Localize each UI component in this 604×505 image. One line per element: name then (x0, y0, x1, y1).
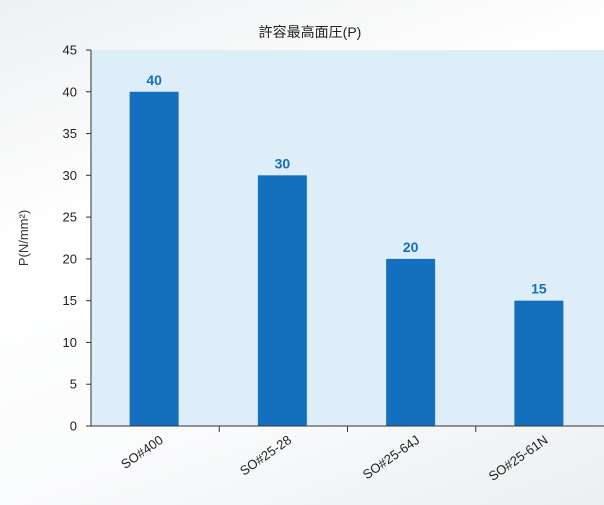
bar (386, 258, 436, 426)
y-tick-label: 20 (63, 251, 77, 266)
x-axis-ticks: SO#400 SO#25-28 SO#25-64J SO#25-61N (118, 426, 551, 484)
y-tick-label: 30 (63, 168, 77, 183)
bar-value-label: 30 (275, 155, 291, 171)
chart-title: 許容最高面圧(P) (259, 24, 362, 40)
y-tick-label: 10 (63, 335, 77, 350)
y-tick-label: 40 (63, 84, 77, 99)
bar (514, 300, 564, 426)
y-tick-label: 35 (63, 126, 77, 141)
y-tick-label: 5 (70, 377, 77, 392)
bar (129, 91, 179, 427)
x-tick-label: SO#25-61N (486, 432, 551, 484)
bars: 40 30 20 15 (129, 72, 564, 427)
bar-value-label: 20 (403, 239, 419, 255)
y-tick-label: 25 (63, 210, 77, 225)
x-tick-label: SO#25-64J (360, 432, 422, 482)
y-axis-ticks: 0 5 10 15 20 25 30 35 40 45 (63, 43, 91, 434)
y-tick-label: 45 (63, 43, 77, 58)
y-tick-label: 0 (70, 419, 77, 434)
bar-value-label: 40 (146, 72, 162, 88)
x-tick-label: SO#25-28 (237, 432, 294, 478)
bar (257, 175, 307, 426)
y-tick-label: 15 (63, 293, 77, 308)
y-axis-label: P(N/mm²) (16, 210, 31, 266)
bar-value-label: 15 (531, 281, 547, 297)
x-tick-label: SO#400 (118, 432, 166, 472)
